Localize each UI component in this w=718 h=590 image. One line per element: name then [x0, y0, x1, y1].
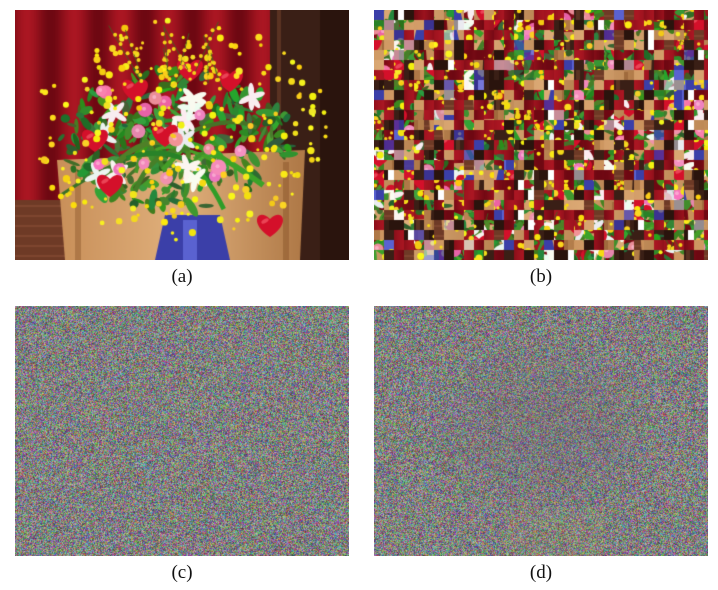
- panel-a-original-image: [15, 10, 349, 260]
- panel-d-noise-image-faint-structure: [374, 306, 708, 556]
- caption-b: (b): [529, 266, 553, 287]
- noise-image-with-structure: [374, 306, 708, 556]
- caption-c: (c): [171, 562, 193, 583]
- noise-image: [15, 306, 349, 556]
- caption-a: (a): [171, 266, 193, 287]
- panel-b-scrambled-image: [374, 10, 708, 260]
- panel-c-noise-image: [15, 306, 349, 556]
- caption-d: (d): [529, 562, 553, 583]
- block-scrambled-photo: [374, 10, 708, 260]
- flower-bouquet-photo: [15, 10, 349, 260]
